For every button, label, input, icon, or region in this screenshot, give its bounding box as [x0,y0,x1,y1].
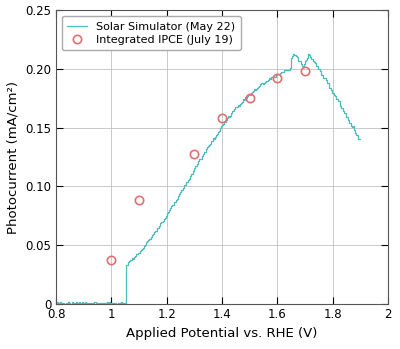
Solar Simulator (May 22) [290,52,295,56]
Solar Simulator (May 22) [358,137,363,141]
Solar Simulator (May 22) [78,301,83,305]
Solar Simulator (May 22) [320,73,325,77]
Line: Solar Simulator (May 22): Solar Simulator (May 22) [56,54,360,304]
Solar Simulator (May 22) [56,301,60,305]
Solar Simulator (May 22) [268,76,272,80]
Legend: Solar Simulator (May 22), Integrated IPCE (July 19): Solar Simulator (May 22), Integrated IPC… [62,16,241,51]
Integrated IPCE (July 19) [220,116,224,120]
Integrated IPCE (July 19) [137,198,142,202]
Solar Simulator (May 22) [54,302,58,306]
Integrated IPCE (July 19) [192,151,197,156]
Solar Simulator (May 22) [250,89,255,94]
Solar Simulator (May 22) [312,60,317,64]
Integrated IPCE (July 19) [247,96,252,101]
Line: Integrated IPCE (July 19): Integrated IPCE (July 19) [107,67,309,265]
Integrated IPCE (July 19) [275,76,280,81]
Integrated IPCE (July 19) [303,69,308,74]
Integrated IPCE (July 19) [109,258,114,262]
Y-axis label: Photocurrent (mA/cm²): Photocurrent (mA/cm²) [6,81,20,233]
X-axis label: Applied Potential vs. RHE (V): Applied Potential vs. RHE (V) [126,327,318,340]
